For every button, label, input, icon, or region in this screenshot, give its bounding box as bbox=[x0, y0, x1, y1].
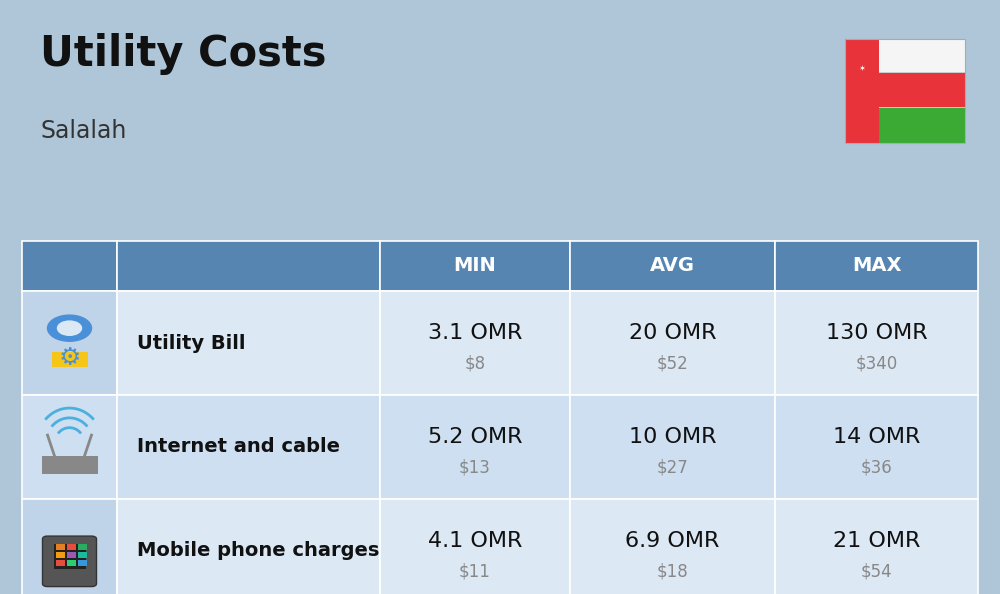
Bar bbox=[380, 499, 570, 594]
Text: ✶: ✶ bbox=[858, 65, 865, 74]
Text: MAX: MAX bbox=[852, 257, 901, 275]
Text: 4.1 OMR: 4.1 OMR bbox=[428, 530, 522, 551]
Text: $27: $27 bbox=[657, 459, 688, 477]
Bar bbox=[56, 560, 64, 565]
Bar bbox=[52, 352, 88, 366]
Circle shape bbox=[58, 321, 82, 335]
Text: MIN: MIN bbox=[454, 257, 496, 275]
Bar bbox=[570, 241, 775, 291]
Bar bbox=[380, 241, 570, 291]
Text: 10 OMR: 10 OMR bbox=[629, 426, 716, 447]
Bar bbox=[570, 291, 775, 395]
Bar bbox=[22, 241, 117, 291]
Bar bbox=[775, 241, 978, 291]
Bar bbox=[775, 395, 978, 499]
FancyBboxPatch shape bbox=[43, 536, 96, 586]
Bar bbox=[775, 499, 978, 594]
Bar bbox=[22, 395, 117, 499]
Bar bbox=[56, 544, 64, 550]
Text: 20 OMR: 20 OMR bbox=[629, 323, 716, 343]
Bar bbox=[117, 241, 380, 291]
Text: 21 OMR: 21 OMR bbox=[833, 530, 920, 551]
Bar bbox=[380, 291, 570, 395]
Text: 6.9 OMR: 6.9 OMR bbox=[625, 530, 720, 551]
Text: $8: $8 bbox=[464, 355, 486, 373]
Bar bbox=[117, 395, 380, 499]
Text: 3.1 OMR: 3.1 OMR bbox=[428, 323, 522, 343]
Bar bbox=[879, 107, 965, 108]
Bar bbox=[66, 560, 76, 565]
Text: $52: $52 bbox=[657, 355, 688, 373]
Text: $11: $11 bbox=[459, 563, 491, 581]
Bar bbox=[879, 39, 965, 73]
Bar bbox=[117, 291, 380, 395]
Bar bbox=[78, 552, 87, 558]
Bar bbox=[879, 108, 965, 143]
Bar bbox=[879, 72, 965, 73]
Text: AVG: AVG bbox=[650, 257, 695, 275]
Text: ⚙: ⚙ bbox=[58, 346, 81, 370]
Text: 5.2 OMR: 5.2 OMR bbox=[428, 426, 522, 447]
Bar bbox=[56, 552, 64, 558]
Bar bbox=[845, 39, 965, 143]
Bar bbox=[66, 552, 76, 558]
Bar bbox=[117, 499, 380, 594]
Text: Internet and cable: Internet and cable bbox=[137, 438, 340, 456]
Text: 14 OMR: 14 OMR bbox=[833, 426, 920, 447]
Text: 130 OMR: 130 OMR bbox=[826, 323, 927, 343]
Text: $13: $13 bbox=[459, 459, 491, 477]
Bar bbox=[66, 544, 76, 550]
Text: $340: $340 bbox=[855, 355, 898, 373]
Bar bbox=[22, 499, 117, 594]
Text: Salalah: Salalah bbox=[40, 119, 126, 143]
Text: $18: $18 bbox=[657, 563, 688, 581]
Bar bbox=[78, 544, 87, 550]
Bar bbox=[54, 544, 86, 568]
Text: $54: $54 bbox=[861, 563, 892, 581]
Bar bbox=[22, 291, 117, 395]
Text: $36: $36 bbox=[861, 459, 892, 477]
Bar bbox=[78, 560, 87, 565]
Bar bbox=[42, 456, 98, 474]
Circle shape bbox=[48, 315, 92, 341]
Bar bbox=[775, 291, 978, 395]
Text: Mobile phone charges: Mobile phone charges bbox=[137, 542, 379, 560]
Text: Utility Costs: Utility Costs bbox=[40, 33, 326, 75]
Bar bbox=[380, 395, 570, 499]
Text: Utility Bill: Utility Bill bbox=[137, 334, 246, 352]
Bar bbox=[570, 395, 775, 499]
Bar bbox=[570, 499, 775, 594]
